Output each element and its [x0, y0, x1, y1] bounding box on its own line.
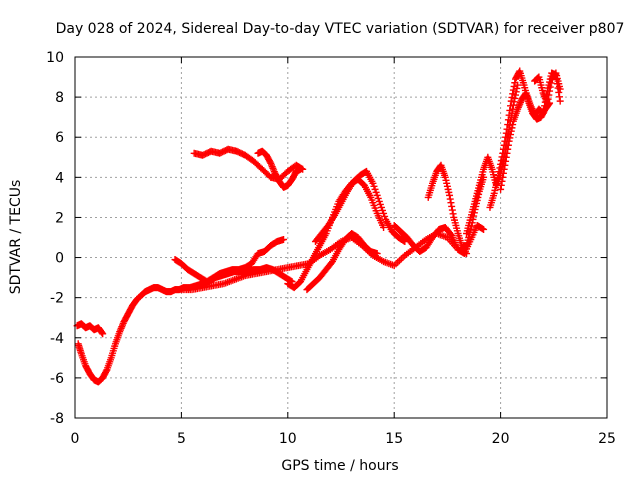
data-point [547, 79, 555, 87]
chart-title: Day 028 of 2024, Sidereal Day-to-day VTE… [56, 21, 625, 37]
data-point [546, 83, 554, 91]
data-point [494, 171, 502, 179]
data-point [447, 199, 455, 207]
y-tick-label: 0 [55, 251, 64, 267]
x-tick-label: 25 [598, 431, 616, 447]
point-series [171, 236, 288, 286]
point-series [531, 69, 564, 107]
data-point [503, 125, 511, 133]
data-point [509, 121, 517, 129]
x-tick-label: 15 [385, 431, 403, 447]
y-axis-label: SDTVAR / TECUs [8, 180, 24, 295]
gridlines [75, 57, 607, 418]
data-point [509, 86, 517, 94]
data-point [507, 131, 515, 139]
data-point [505, 137, 513, 145]
data-point [498, 177, 506, 185]
data-point [297, 165, 305, 173]
data-point [507, 127, 515, 135]
data-point [503, 149, 511, 157]
data-point [496, 164, 504, 172]
y-tick-label: 10 [46, 50, 64, 66]
data-point [556, 85, 564, 93]
x-tick-label: 20 [492, 431, 510, 447]
data-point [556, 97, 564, 105]
y-tick-label: 4 [55, 170, 64, 186]
data-point [511, 79, 519, 87]
data-point [555, 93, 563, 101]
y-tick-label: -8 [50, 411, 64, 427]
data-point [280, 236, 288, 244]
point-series [390, 221, 488, 258]
data-point [447, 230, 455, 238]
point-series [303, 229, 381, 294]
data-point [446, 195, 454, 203]
y-tick-label: -4 [50, 331, 64, 347]
data-point [499, 169, 507, 177]
data-point [540, 105, 548, 113]
data-point [99, 330, 107, 338]
data-point [499, 173, 507, 181]
data-point [98, 329, 106, 337]
data-point [539, 109, 547, 117]
point-series [463, 81, 522, 237]
data-point [544, 95, 552, 103]
point-series [254, 147, 305, 191]
data-point [373, 250, 381, 258]
data-point [449, 210, 457, 218]
point-series [73, 320, 107, 338]
data-point [504, 145, 512, 153]
plot-border [74, 56, 608, 419]
data-point [545, 91, 553, 99]
y-tick-label: 6 [55, 130, 64, 146]
x-tick-label: 0 [71, 431, 80, 447]
data-point [497, 185, 505, 193]
data-point [380, 223, 388, 231]
data-point [502, 129, 510, 137]
y-tick-label: -2 [50, 291, 64, 307]
data-point [510, 82, 518, 90]
y-tick-label: 2 [55, 210, 64, 226]
point-series [190, 145, 307, 183]
x-tick-label: 10 [279, 431, 297, 447]
data-point [497, 160, 505, 168]
x-tick-label: 5 [177, 431, 186, 447]
data-point [446, 191, 454, 199]
data-point [448, 206, 456, 214]
data-point [495, 168, 503, 176]
data-point [497, 181, 505, 189]
point-series [284, 175, 388, 292]
data-point [502, 153, 510, 161]
data-point [505, 111, 513, 119]
point-series [74, 264, 296, 386]
y-tick-label: 8 [55, 90, 64, 106]
data-points [73, 67, 564, 386]
data-point [504, 141, 512, 149]
data-point [102, 367, 110, 375]
data-point [543, 99, 551, 107]
data-point [500, 165, 508, 173]
data-point [508, 93, 516, 101]
axis-ticks: 0 5 10 15 20 25 -8 -6 -4 -2 0 2 4 6 8 10 [46, 50, 616, 447]
data-point [448, 202, 456, 210]
data-point [506, 106, 514, 114]
y-tick-label: -6 [50, 371, 64, 387]
data-point [502, 157, 510, 165]
x-axis-label: GPS time / hours [281, 458, 398, 474]
data-point [507, 97, 515, 105]
data-point [480, 225, 488, 233]
data-point [508, 124, 516, 132]
data-point [506, 134, 514, 142]
data-point [509, 90, 517, 98]
data-point [546, 87, 554, 95]
data-point [501, 161, 509, 169]
data-point [555, 88, 563, 96]
data-point [507, 102, 515, 110]
